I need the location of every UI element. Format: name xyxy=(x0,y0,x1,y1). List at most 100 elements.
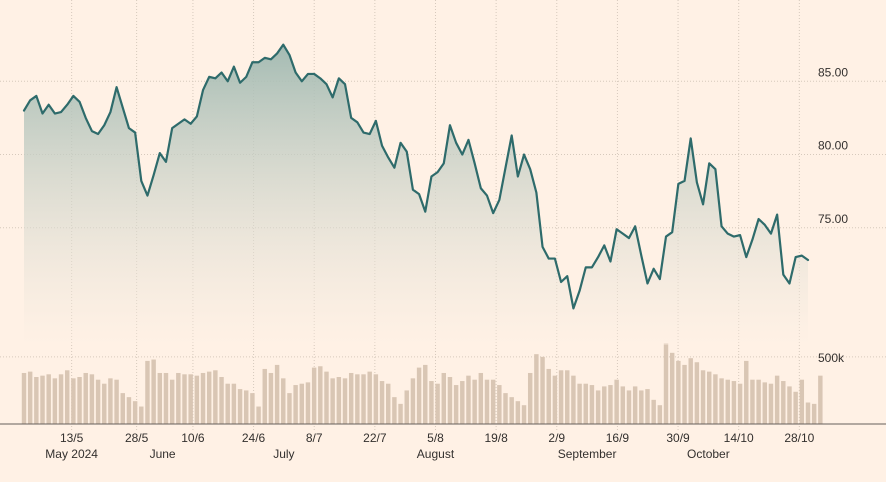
volume-bar xyxy=(552,375,558,424)
volume-bar xyxy=(490,379,496,424)
volume-bar xyxy=(416,367,422,424)
month-label: May 2024 xyxy=(45,447,98,461)
volume-bar xyxy=(515,401,521,424)
volume-bar xyxy=(793,391,798,424)
volume-bar xyxy=(237,389,243,424)
volume-bar xyxy=(571,375,576,424)
price-tick-label: 85.00 xyxy=(818,65,848,79)
volume-bar xyxy=(225,383,230,424)
volume-bar xyxy=(250,393,255,424)
volume-bar xyxy=(577,383,582,424)
volume-tick-label: 500k xyxy=(818,351,845,365)
volume-bar xyxy=(694,362,700,424)
price-tick-labels: 75.00 80.00 85.00 xyxy=(818,65,848,226)
volume-bar xyxy=(484,379,490,424)
volume-bar xyxy=(682,364,687,424)
date-tick-label: 10/6 xyxy=(181,431,205,445)
volume-bar xyxy=(540,356,545,424)
volume-bar xyxy=(620,386,626,424)
volume-bar xyxy=(595,390,601,424)
volume-bar xyxy=(423,364,428,424)
date-tick-label: 19/8 xyxy=(484,431,508,445)
volume-bar xyxy=(244,390,249,424)
month-labels: May 2024 June July August September October xyxy=(45,447,729,461)
volume-bar xyxy=(632,386,638,424)
volume-bar xyxy=(336,377,342,424)
month-label: August xyxy=(417,447,455,461)
volume-bar xyxy=(558,370,564,424)
volume-bar xyxy=(756,379,761,424)
volume-bar xyxy=(274,364,280,424)
volume-bar xyxy=(213,370,218,424)
volume-bar xyxy=(21,372,27,424)
volume-bar xyxy=(392,397,397,424)
volume-bar xyxy=(71,378,76,424)
volume-bar xyxy=(737,383,743,424)
date-tick-labels: 13/5 28/5 10/6 24/6 8/7 22/7 5/8 19/8 2/9 16/9 30/… xyxy=(60,431,815,445)
volume-bar xyxy=(509,397,514,424)
volume-bar xyxy=(762,382,768,424)
volume-bar xyxy=(565,370,570,424)
volume-bar xyxy=(176,372,181,424)
volume-bar xyxy=(725,379,730,424)
volume-bar xyxy=(139,406,144,424)
volume-bar xyxy=(626,390,632,424)
volume-bar xyxy=(64,370,70,424)
volume-bar xyxy=(688,358,693,424)
volume-bar xyxy=(639,390,644,424)
volume-bar xyxy=(194,375,200,424)
date-tick-label: 24/6 xyxy=(242,431,266,445)
volume-bar xyxy=(287,393,292,424)
volume-bar xyxy=(614,379,619,424)
price-line xyxy=(22,43,810,310)
volume-bar xyxy=(521,405,527,424)
volume-bar xyxy=(342,378,348,424)
volume-bar xyxy=(163,372,169,424)
volume-bar xyxy=(34,377,39,424)
volume-bar xyxy=(386,383,391,424)
month-label: October xyxy=(687,447,730,461)
volume-bar xyxy=(200,372,206,424)
volume-bar xyxy=(305,382,311,424)
volume-bar xyxy=(441,372,446,424)
date-tick-label: 13/5 xyxy=(60,431,84,445)
volume-bar xyxy=(669,352,675,424)
volume-bar xyxy=(77,377,82,424)
volume-bar xyxy=(145,360,150,424)
volume-bar xyxy=(546,368,551,424)
volume-bar xyxy=(453,385,459,424)
date-tick-label: 16/9 xyxy=(606,431,630,445)
volume-bar xyxy=(182,374,187,424)
volume-bars xyxy=(21,343,823,424)
volume-bar xyxy=(731,381,737,424)
volume-bar xyxy=(318,366,323,424)
volume-bar xyxy=(373,374,379,424)
volume-bar xyxy=(472,379,477,424)
date-tick-label: 14/10 xyxy=(724,431,754,445)
volume-bar xyxy=(355,374,360,424)
volume-bar xyxy=(268,372,274,424)
volume-bar xyxy=(58,374,64,424)
date-tick-label: 28/10 xyxy=(784,431,814,445)
volume-bar xyxy=(83,372,88,424)
volume-bar xyxy=(262,368,267,424)
volume-bar xyxy=(330,378,335,424)
volume-bar xyxy=(805,402,811,424)
volume-bar xyxy=(361,374,366,424)
volume-bar xyxy=(311,367,317,424)
volume-bar xyxy=(781,381,786,424)
volume-bar xyxy=(744,360,749,424)
month-label: September xyxy=(558,447,617,461)
volume-bar xyxy=(466,375,471,424)
date-tick-label: 8/7 xyxy=(306,431,323,445)
price-tick-label: 75.00 xyxy=(818,212,848,226)
volume-bar xyxy=(602,386,607,424)
date-tick-label: 30/9 xyxy=(666,431,690,445)
month-label: July xyxy=(273,447,294,461)
volume-bar xyxy=(768,383,774,424)
volume-bar xyxy=(700,370,706,424)
volume-bar xyxy=(95,379,101,424)
volume-bar xyxy=(27,371,33,424)
volume-bar xyxy=(89,374,95,424)
volume-bar xyxy=(787,386,792,424)
